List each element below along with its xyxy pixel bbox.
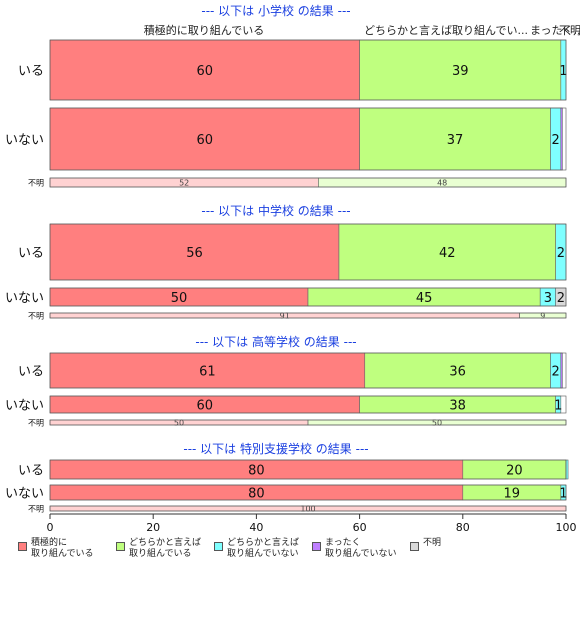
bar-value-label: 9 [540, 312, 545, 321]
row-label-1-1: いる [18, 64, 44, 79]
bar-value-label: 36 [449, 365, 466, 380]
legend-swatch-somewhat-inactive [214, 542, 223, 551]
bar-outline [49, 459, 567, 480]
bar-value-label: 20 [506, 464, 523, 479]
bar-value-label: 1 [554, 399, 562, 414]
legend-item-not-at-all: まったく 取り組んでいない [312, 538, 397, 560]
legend-swatch-unknown [410, 542, 419, 551]
bar-value-label: 56 [186, 246, 203, 261]
bar-value-label: 45 [416, 291, 433, 306]
bar-value-label: 48 [437, 179, 447, 188]
bar-value-label: 39 [452, 64, 469, 79]
bar-value-label: 2 [552, 365, 560, 380]
row-label-4-3: 不明 [28, 505, 44, 514]
top-label-unknown: 不明 [559, 24, 580, 37]
bar-segment-somewhat-active [364, 352, 551, 389]
bar-value-label: 3 [544, 291, 552, 306]
bar-outline [49, 287, 567, 307]
bar-outline [49, 107, 567, 171]
legend-item-unknown: 不明 [410, 538, 441, 551]
row-label-1-2: いない [5, 133, 44, 148]
legend-label-not-at-all: まったく 取り組んでいない [325, 538, 397, 559]
x-tick-label: 40 [249, 521, 263, 534]
bar-value-label: 52 [179, 179, 189, 188]
row-label-2-2: いない [5, 291, 44, 306]
row-label-3-1: いる [18, 365, 44, 380]
bar-segment-somewhat-inactive [565, 459, 569, 480]
bar-segment-not-at-all [560, 352, 563, 389]
row-label-2-1: いる [18, 246, 44, 261]
legend-label-active: 積極的に 取り組んでいる [31, 538, 94, 559]
panel-title-4: --- 以下は 特別支援学校 の結果 --- [183, 441, 368, 456]
legend-item-somewhat-inactive: どちらかと言えば 取り組んでいない [214, 538, 299, 560]
bar-value-label: 100 [300, 505, 315, 514]
top-label-active: 積極的に取り組んでいる [144, 23, 264, 37]
bar-value-label: 50 [174, 419, 184, 428]
bar-value-label: 37 [447, 133, 464, 148]
top-label-not-at-all: まったく... [530, 24, 580, 37]
row-label-3-2: いない [5, 399, 44, 414]
bar-value-label: 91 [280, 312, 290, 321]
bar-outline [49, 419, 567, 426]
row-label-2-3: 不明 [28, 312, 44, 321]
bar-outline [49, 505, 567, 512]
bar-value-label: 60 [197, 399, 214, 414]
bar-outline [49, 223, 567, 281]
bar-value-label: 1 [559, 487, 567, 502]
bar-value-label: 2 [557, 246, 565, 261]
legend-label-somewhat-active: どちらかと言えば 取り組んでいる [129, 538, 202, 559]
legend-label-somewhat-inactive: どちらかと言えば 取り組んでいない [227, 538, 300, 559]
bar-value-label: 80 [248, 487, 265, 502]
bar-value-label: 19 [504, 487, 521, 502]
row-label-3-3: 不明 [28, 419, 44, 428]
row-label-4-2: いない [5, 487, 44, 502]
bar-segment-somewhat-active [338, 223, 556, 281]
bar-outline [49, 395, 567, 414]
bar-value-label: 60 [197, 64, 214, 79]
bar-segment-somewhat-active [359, 39, 562, 101]
x-tick-label: 0 [47, 521, 54, 534]
row-label-1-3: 不明 [28, 179, 44, 188]
bar-segment-somewhat-active [359, 107, 551, 171]
row-label-4-1: いる [18, 464, 44, 479]
panel-title-1: --- 以下は 小学校 の結果 --- [201, 3, 350, 18]
legend-swatch-somewhat-active [116, 542, 125, 551]
panel-title-3: --- 以下は 高等学校 の結果 --- [195, 334, 356, 349]
bar-outline [49, 39, 567, 101]
bar-value-label: 42 [439, 246, 456, 261]
bar-value-label: 1 [559, 64, 567, 79]
bar-outline [49, 177, 567, 188]
bar-value-label: 50 [432, 419, 442, 428]
bar-segment-active [49, 223, 340, 281]
bar-value-label: 60 [197, 133, 214, 148]
bar-value-label: 2 [557, 291, 565, 306]
bar-outline [49, 484, 567, 501]
bar-segment-active [49, 352, 366, 389]
bar-value-label: 80 [248, 464, 265, 479]
legend-label-unknown: 不明 [423, 538, 442, 548]
legend: 積極的に 取り組んでいる どちらかと言えば 取り組んでいる どちらかと言えば 取… [18, 538, 578, 562]
legend-swatch-not-at-all [312, 542, 321, 551]
bar-value-label: 2 [552, 133, 560, 148]
bar-outline [49, 312, 567, 319]
bar-outline [49, 352, 567, 389]
panel-title-2: --- 以下は 中学校 の結果 --- [201, 203, 350, 218]
x-tick-label: 100 [556, 521, 577, 534]
x-tick-label: 80 [456, 521, 470, 534]
legend-item-active: 積極的に 取り組んでいる [18, 538, 94, 560]
top-label-somewhat-active: どちらかと言えば取り組んでい... [364, 24, 528, 37]
bar-value-label: 50 [171, 291, 188, 306]
x-tick-label: 20 [146, 521, 160, 534]
bar-value-label: 61 [199, 365, 216, 380]
legend-swatch-active [18, 542, 27, 551]
legend-item-somewhat-active: どちらかと言えば 取り組んでいる [116, 538, 201, 560]
x-tick-label: 60 [353, 521, 367, 534]
bar-segment-not-at-all [560, 107, 563, 171]
bar-value-label: 38 [449, 399, 466, 414]
